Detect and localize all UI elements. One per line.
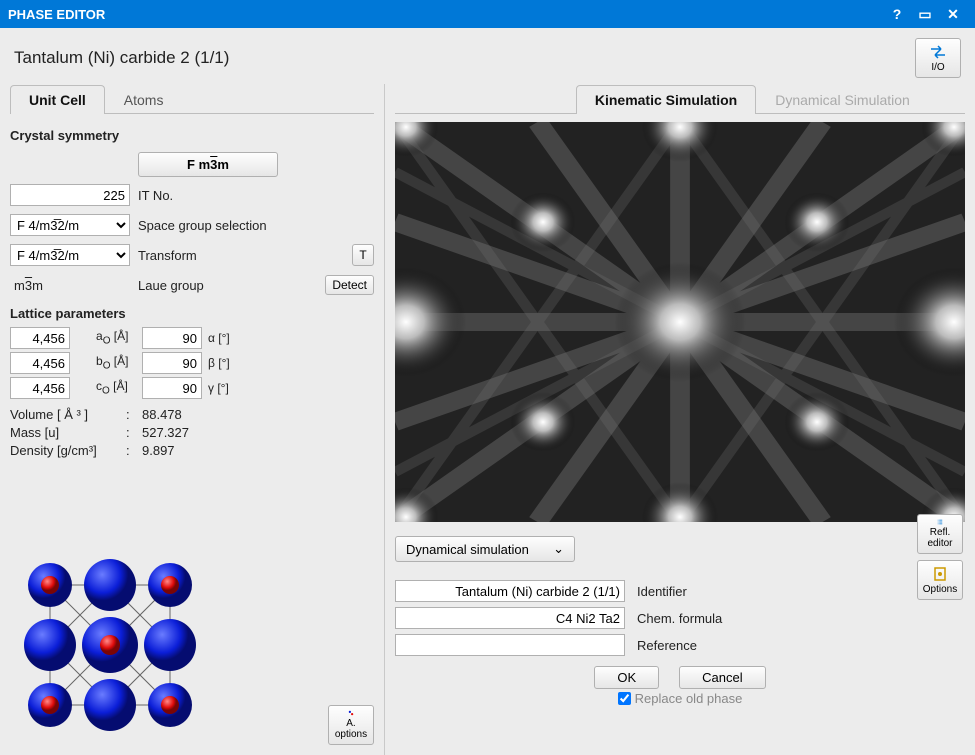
options-icon [932,566,948,582]
space-group-select[interactable]: F 4/m3̅2/m [10,214,130,236]
b-input[interactable] [10,352,70,374]
replace-old-phase-checkbox[interactable] [618,692,631,705]
list-icon [932,519,948,525]
tab-dynamical: Dynamical Simulation [756,85,929,114]
window-title: PHASE EDITOR [8,7,105,22]
identifier-input[interactable] [395,580,625,602]
crystal-symmetry-label: Crystal symmetry [10,128,374,143]
a-options-button[interactable]: A. options [328,705,374,745]
refl-editor-button[interactable]: Refl. editor [917,514,963,554]
right-panel: Kinematic Simulation Dynamical Simulatio… [385,84,975,755]
formula-label: Chem. formula [637,611,722,626]
beta-unit: β [°] [208,356,238,370]
laue-label: Laue group [138,278,317,293]
io-icon [930,44,946,60]
a-unit: aO [Å] [96,329,136,346]
detect-button[interactable]: Detect [325,275,374,295]
right-tabs: Kinematic Simulation Dynamical Simulatio… [395,84,965,114]
left-tabs: Unit Cell Atoms [10,84,374,114]
space-group-button[interactable]: F m3m [138,152,278,177]
tab-kinematic[interactable]: Kinematic Simulation [576,85,756,114]
ok-button[interactable]: OK [594,666,659,689]
volume-value: 88.478 [142,407,222,422]
left-panel: Unit Cell Atoms Crystal symmetry F m3m I… [0,84,385,755]
identifier-label: Identifier [637,584,687,599]
title-bar: PHASE EDITOR ? ▭ ✕ [0,0,975,28]
simulation-viewer[interactable] [395,122,965,522]
cancel-button[interactable]: Cancel [679,666,765,689]
gamma-unit: γ [°] [208,381,238,395]
crystal-structure-viewer[interactable] [10,545,210,745]
minimize-icon[interactable]: ▭ [911,6,939,23]
density-label: Density [g/cm³] [10,443,120,458]
transform-select[interactable]: F 4/m3̅2/m [10,244,130,266]
tab-atoms[interactable]: Atoms [105,85,183,114]
header: Tantalum (Ni) carbide 2 (1/1) I/O [0,28,975,84]
transform-label: Transform [138,248,344,263]
close-icon[interactable]: ✕ [939,6,967,23]
alpha-unit: α [°] [208,331,238,345]
space-group-select-label: Space group selection [138,218,374,233]
gamma-input[interactable] [142,377,202,399]
beta-input[interactable] [142,352,202,374]
reference-input[interactable] [395,634,625,656]
volume-label: Volume [ Å ³ ] [10,407,120,422]
tab-unit-cell[interactable]: Unit Cell [10,85,105,114]
help-icon[interactable]: ? [883,6,911,22]
chevron-down-icon: ⌄ [553,541,564,557]
replace-old-phase-label: Replace old phase [635,691,743,706]
transform-button[interactable]: T [352,244,374,266]
page-title: Tantalum (Ni) carbide 2 (1/1) [14,48,229,68]
dynamical-simulation-dropdown[interactable]: Dynamical simulation ⌄ [395,536,575,562]
it-no-label: IT No. [138,188,374,203]
b-unit: bO [Å] [96,354,136,371]
formula-input[interactable] [395,607,625,629]
io-button[interactable]: I/O [915,38,961,78]
options-button[interactable]: Options [917,560,963,600]
c-unit: cO [Å] [96,379,136,396]
laue-value: m3m [10,278,130,293]
c-input[interactable] [10,377,70,399]
a-input[interactable] [10,327,70,349]
it-no-input[interactable] [10,184,130,206]
mass-label: Mass [u] [10,425,120,440]
mass-value: 527.327 [142,425,222,440]
density-value: 9.897 [142,443,222,458]
alpha-input[interactable] [142,327,202,349]
lattice-label: Lattice parameters [10,306,374,321]
reference-label: Reference [637,638,697,653]
